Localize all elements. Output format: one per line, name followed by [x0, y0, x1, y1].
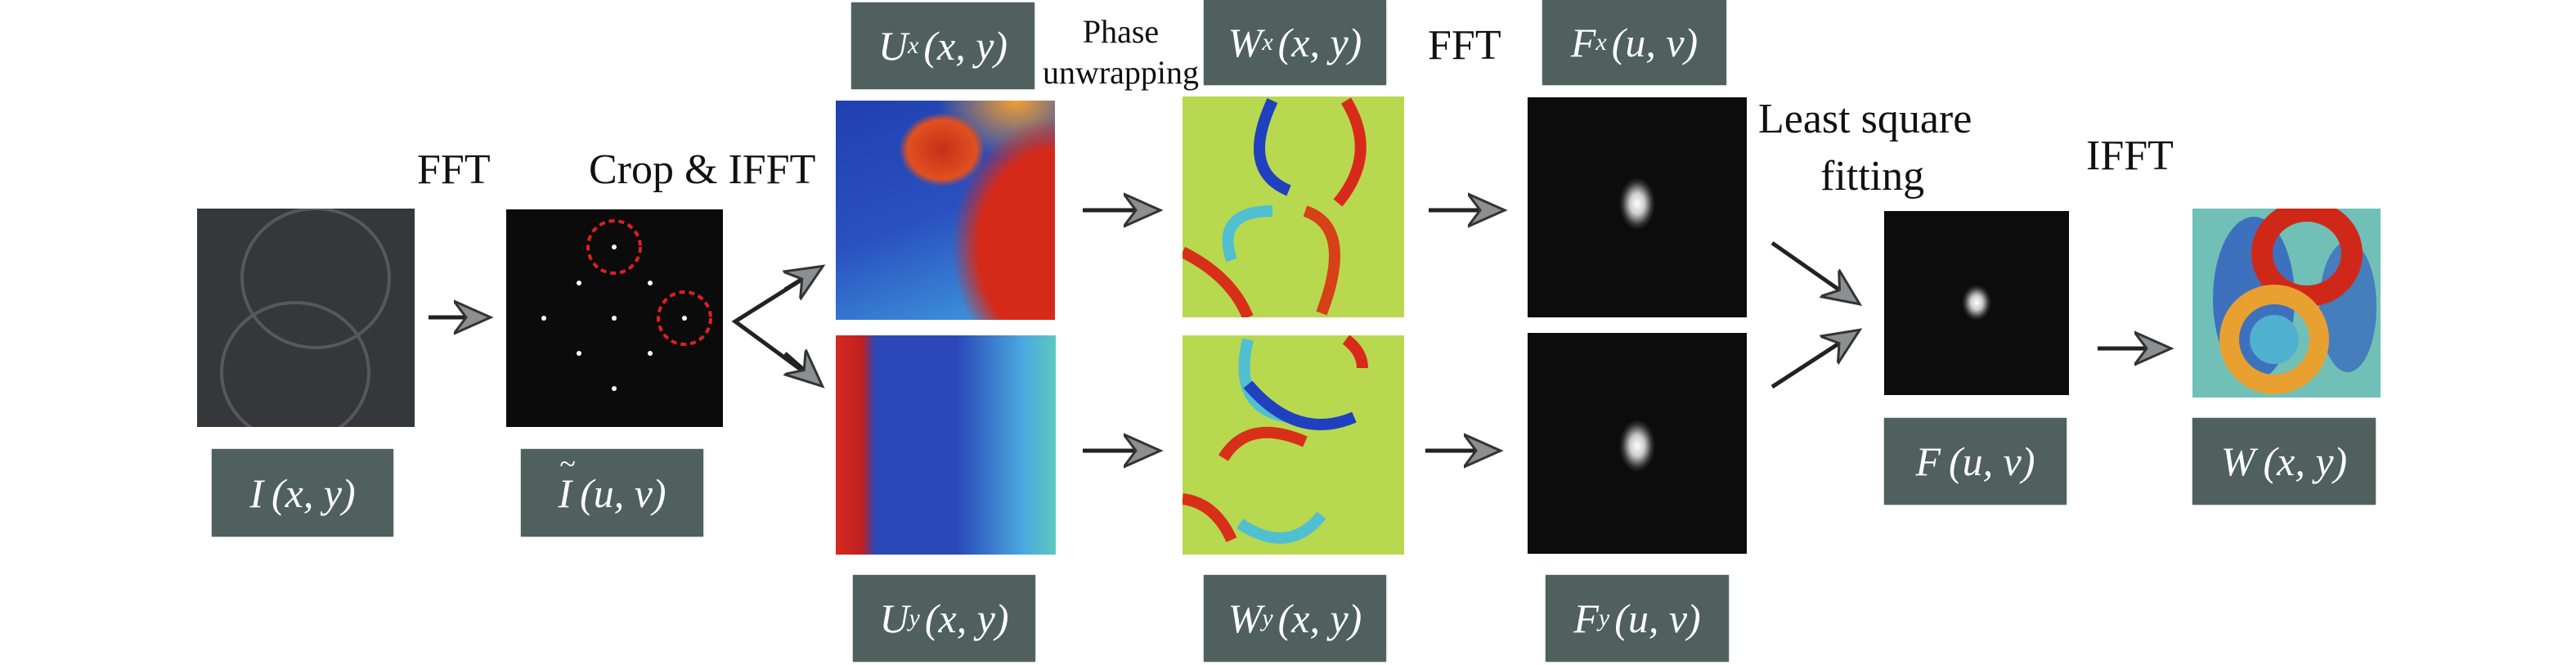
interferogram-image — [197, 209, 415, 427]
crop-circle — [657, 290, 712, 346]
arrow-branch — [731, 265, 823, 387]
label-F-args: (u, v) — [1949, 438, 2035, 484]
w-wavefront-map — [2192, 209, 2381, 398]
label-Uy-sub: y — [909, 604, 920, 631]
label-Fy-sub: y — [1598, 604, 1610, 631]
label-I: I (x, y) — [212, 449, 393, 537]
step-crop-ifft: Crop & IFFT — [589, 146, 816, 193]
label-Ux-sub: x — [908, 32, 919, 59]
label-Fx-sub: x — [1595, 29, 1607, 56]
step-ifft: IFFT — [2086, 133, 2174, 179]
ux-phase-map — [836, 101, 1055, 320]
label-It-main: I — [558, 447, 575, 517]
label-I-args: (x, y) — [271, 470, 356, 516]
uy-phase-map — [836, 335, 1056, 555]
label-Wx-sub: x — [1262, 29, 1273, 56]
label-Fx-args: (u, v) — [1611, 20, 1699, 65]
label-F-main: F — [1915, 438, 1941, 484]
spectrum-spot — [612, 316, 617, 321]
wy-unwrapped-phase-map — [1183, 335, 1404, 555]
arrow-lsq-from-fx — [1770, 240, 1856, 302]
label-Wy-args: (x, y) — [1277, 595, 1362, 641]
label-Wx-main: W — [1227, 20, 1263, 65]
label-Fy-main: F — [1573, 595, 1599, 641]
fft-spectrum-image — [506, 209, 723, 427]
f-spectrum-image — [1884, 211, 2069, 395]
label-W-args: (x, y) — [2263, 438, 2348, 484]
label-F: F (u, v) — [1884, 418, 2067, 505]
spectrum-spot — [577, 281, 581, 285]
arrow-branch-up — [785, 268, 819, 290]
label-It-args: (u, v) — [580, 470, 666, 516]
step-phase-line2: unwrapping — [1042, 54, 1200, 91]
label-I-main: I — [249, 470, 263, 516]
spectrum-spot — [577, 351, 581, 356]
label-Wy-main: W — [1227, 595, 1263, 641]
spectrum-spot — [648, 281, 653, 285]
spectrum-spot — [612, 386, 617, 391]
step-phase-line1: Phase — [1082, 13, 1160, 50]
label-Fx-main: F — [1570, 20, 1596, 65]
label-Wx-args: (x, y) — [1277, 20, 1362, 65]
label-Ux-main: U — [877, 23, 909, 69]
arrow-branch-down — [785, 353, 819, 384]
fy-spectrum-image — [1528, 333, 1747, 554]
label-W: W (x, y) — [2192, 418, 2376, 505]
label-I-tilde: I(u, v) — [521, 447, 703, 537]
label-Ux-args: (x, y) — [923, 23, 1008, 69]
step-fft-2: FFT — [1428, 22, 1501, 69]
step-phase-unwrapping: Phase unwrapping — [1037, 11, 1205, 93]
fx-spectrum-image — [1528, 97, 1747, 317]
step-least-square-line2: fitting — [1820, 153, 1925, 200]
label-Uy-main: U — [879, 595, 909, 641]
arrow-lsq-from-fy — [1770, 332, 1856, 389]
label-Fy-args: (u, v) — [1614, 595, 1701, 641]
label-Wy-sub: y — [1262, 604, 1273, 631]
spectrum-spot — [612, 245, 617, 249]
spectrum-spot — [648, 351, 653, 356]
wx-unwrapped-phase-map — [1183, 97, 1404, 317]
step-fft-1: FFT — [417, 146, 491, 193]
label-Uy-args: (x, y) — [924, 595, 1009, 641]
crop-circle — [586, 219, 642, 275]
spectrum-spot — [541, 316, 546, 321]
label-W-main: W — [2220, 438, 2255, 484]
step-least-square-line1: Least square — [1758, 96, 1972, 142]
spectrum-spot — [682, 316, 687, 321]
